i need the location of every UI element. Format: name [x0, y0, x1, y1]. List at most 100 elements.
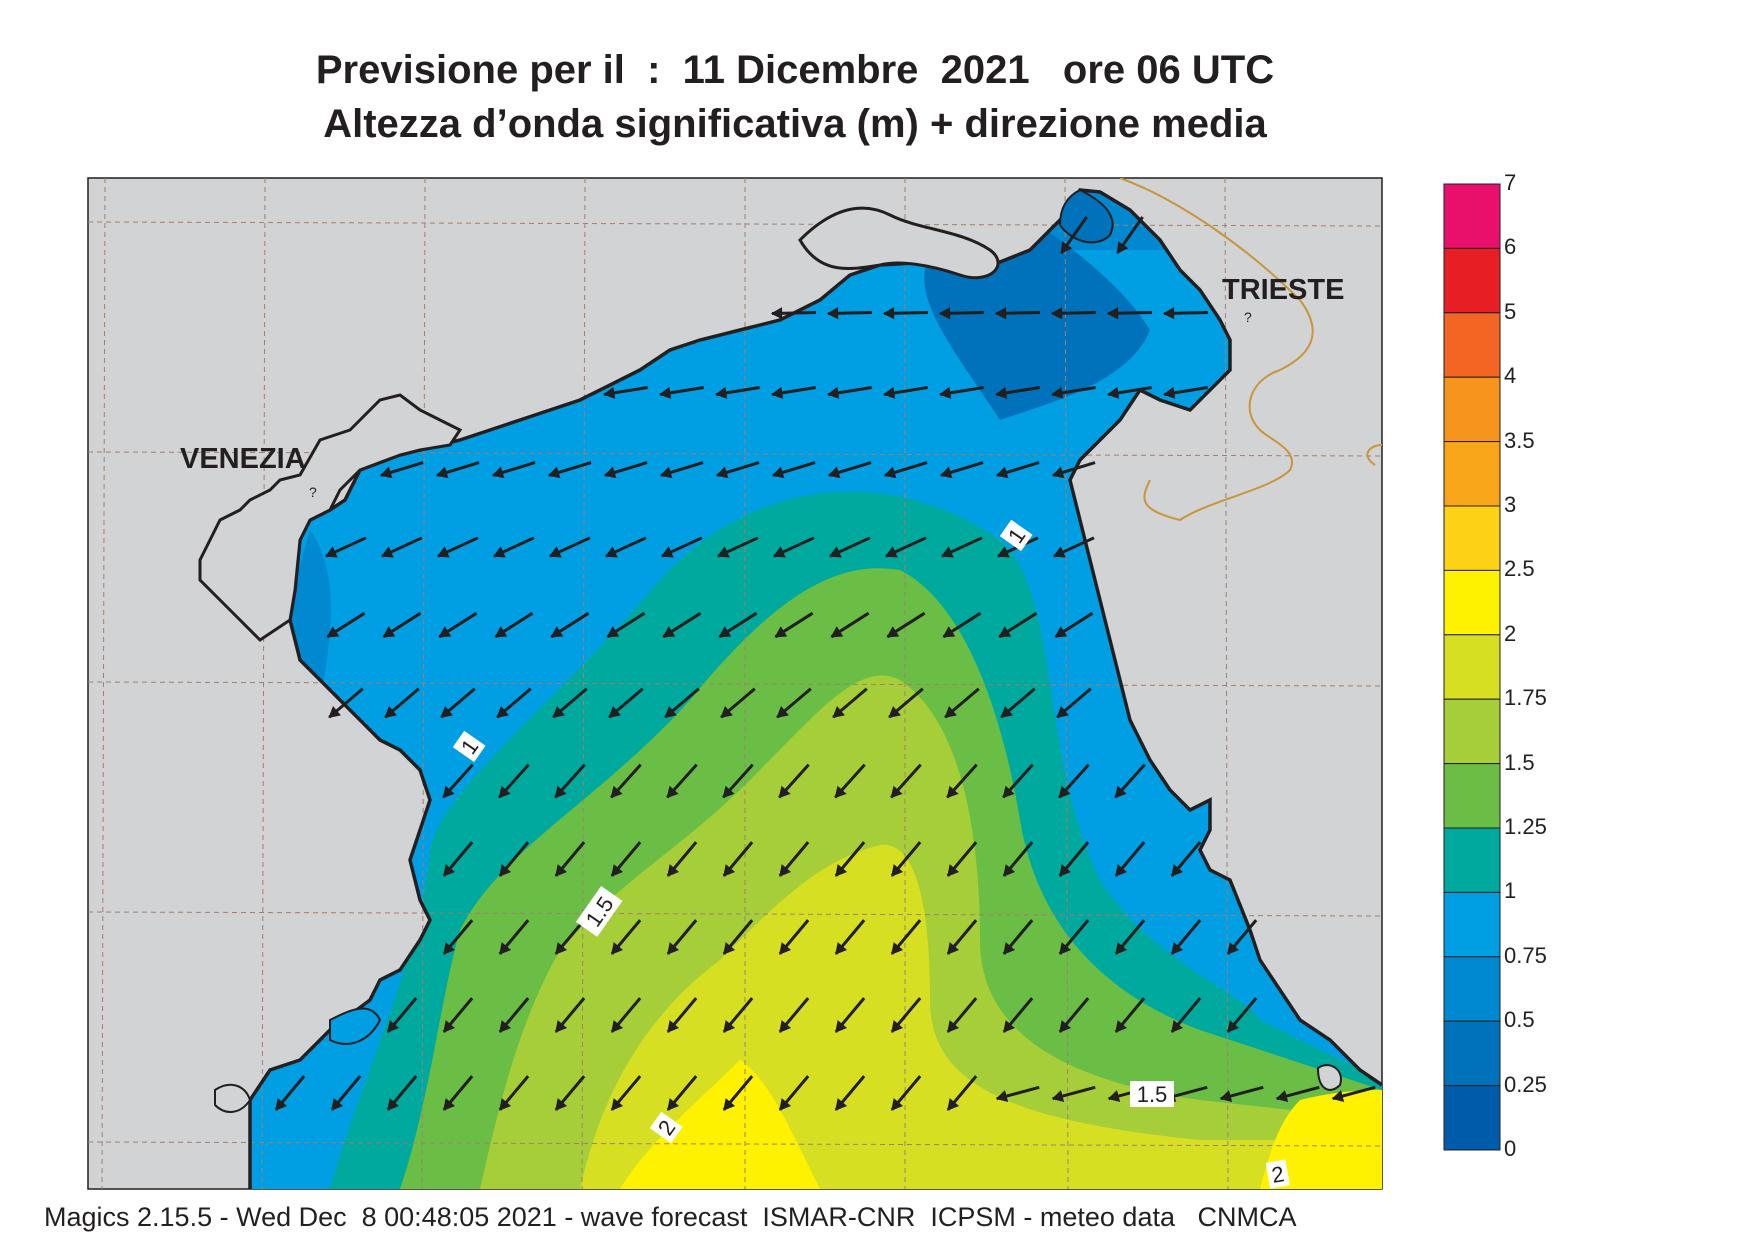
wave-direction-arrowhead-icon	[1058, 785, 1071, 799]
wave-direction-arrowhead-icon	[438, 626, 452, 638]
wave-direction-arrowhead-icon	[325, 546, 338, 558]
legend-swatch	[1443, 247, 1501, 314]
legend-label: 1.75	[1504, 685, 1547, 711]
wave-direction-arrowhead-icon	[947, 1020, 960, 1033]
legend-swatch	[1443, 891, 1501, 958]
wave-direction-arrowhead-icon	[661, 546, 674, 558]
wave-direction-arrowhead-icon	[493, 546, 506, 558]
wave-direction-arrowhead-icon	[885, 546, 898, 558]
wave-direction-arrowhead-icon	[498, 785, 511, 799]
wave-direction-arrowhead-icon	[1107, 1090, 1121, 1102]
wave-direction-arrowhead-icon	[1002, 785, 1015, 799]
wave-direction-arrowhead-icon	[1059, 864, 1072, 877]
wave-direction-arrowhead-icon	[1219, 1090, 1233, 1102]
wave-direction-arrowhead-icon	[1054, 626, 1068, 638]
wave-direction-arrowhead-icon	[939, 466, 953, 479]
wave-direction-arrowhead-icon	[547, 466, 561, 479]
legend-swatch	[1443, 634, 1501, 700]
wave-direction-arrowhead-icon	[499, 864, 512, 877]
legend-swatch	[1443, 827, 1501, 893]
legend-label: 5	[1504, 298, 1517, 324]
wave-direction-arrowhead-icon	[715, 466, 729, 479]
wave-direction-arrowhead-icon	[550, 626, 564, 638]
wave-direction-arrowhead-icon	[891, 942, 904, 955]
legend-swatch	[1443, 312, 1501, 378]
wave-direction-arrowhead-icon	[998, 626, 1012, 638]
wave-direction-arrowhead-icon	[835, 864, 848, 877]
wave-direction-arrowhead-icon	[1115, 864, 1128, 877]
wave-direction-arrowhead-icon	[608, 705, 621, 718]
wave-direction-arrowhead-icon	[829, 546, 842, 558]
wave-direction-arrowhead-icon	[379, 466, 393, 479]
legend-label: 2	[1504, 620, 1517, 646]
wave-direction-arrowhead-icon	[1051, 386, 1064, 399]
legend-label: 1.5	[1504, 749, 1535, 775]
wave-direction-arrowhead-icon	[774, 626, 788, 638]
wave-direction-arrowhead-icon	[491, 466, 505, 479]
wave-direction-arrowhead-icon	[779, 1020, 792, 1033]
wave-direction-arrowhead-icon	[384, 705, 397, 718]
wave-direction-arrowhead-icon	[832, 705, 845, 718]
wave-direction-arrowhead-icon	[1163, 386, 1176, 399]
wave-direction-arrowhead-icon	[827, 386, 840, 399]
wave-direction-arrowhead-icon	[611, 1098, 624, 1111]
wave-direction-arrowhead-icon	[994, 307, 1007, 320]
wave-direction-arrowhead-icon	[835, 942, 848, 955]
wave-direction-arrowhead-icon	[496, 705, 509, 718]
wave-direction-arrowhead-icon	[1056, 705, 1069, 718]
contour-label-2b: 2	[1270, 1161, 1286, 1188]
legend-swatch	[1443, 376, 1501, 443]
legend-swatch	[1443, 1020, 1501, 1087]
wave-direction-arrowhead-icon	[331, 1098, 344, 1111]
wave-direction-arrowhead-icon	[666, 785, 679, 799]
wave-direction-arrowhead-icon	[826, 307, 839, 320]
wave-direction-arrowhead-icon	[611, 1020, 624, 1033]
wave-direction-arrowhead-icon	[891, 1098, 904, 1111]
wave-direction-arrowhead-icon	[381, 546, 394, 558]
country-border	[1119, 178, 1314, 522]
legend-label: 0.5	[1504, 1007, 1535, 1033]
wave-direction-arrowhead-icon	[1171, 1020, 1184, 1033]
venice-lagoon	[198, 393, 463, 642]
legend-label: 2.5	[1504, 556, 1535, 582]
marano-lagoon	[798, 206, 1000, 280]
wave-direction-arrowhead-icon	[605, 546, 618, 558]
wave-direction-arrowhead-icon	[835, 1020, 848, 1033]
wave-direction-arrowhead-icon	[947, 1098, 960, 1111]
wave-direction-arrowhead-icon	[995, 466, 1009, 479]
wave-direction-arrowhead-icon	[944, 705, 957, 718]
wave-direction-arrowhead-icon	[387, 1098, 400, 1111]
wave-direction-arrowhead-icon	[938, 307, 951, 320]
wave-direction-arrowhead-icon	[1115, 942, 1128, 955]
color-legend	[1443, 183, 1501, 1151]
wave-direction-arrowhead-icon	[667, 1020, 680, 1033]
wave-direction-arrowhead-icon	[779, 942, 792, 955]
wave-direction-arrowhead-icon	[1331, 1090, 1345, 1102]
legend-label: 6	[1504, 234, 1517, 260]
wave-direction-arrowhead-icon	[1162, 307, 1175, 320]
wave-direction-arrowhead-icon	[722, 785, 735, 799]
wave-direction-arrowhead-icon	[328, 705, 341, 718]
wave-direction-arrowhead-icon	[1171, 942, 1184, 955]
wave-direction-arrowhead-icon	[667, 1098, 680, 1111]
wave-direction-arrowhead-icon	[603, 386, 616, 399]
wave-direction-arrowhead-icon	[667, 864, 680, 877]
wave-direction-arrowhead-icon	[947, 864, 960, 877]
wave-direction-arrowhead-icon	[555, 942, 568, 955]
wave-direction-arrowhead-icon	[888, 705, 901, 718]
contour-label-15b: 1.5	[1137, 1082, 1168, 1107]
wave-direction-arrowhead-icon	[946, 785, 959, 799]
wave-direction-arrowhead-icon	[717, 546, 730, 558]
wave-direction-arrowhead-icon	[883, 466, 897, 479]
legend-swatch	[1443, 1085, 1501, 1151]
legend-label: 1.25	[1504, 814, 1547, 839]
wave-direction-arrowhead-icon	[435, 466, 449, 479]
wave-direction-arrowhead-icon	[827, 466, 841, 479]
legend-label: 1	[1504, 878, 1517, 904]
wave-direction-arrowhead-icon	[552, 705, 565, 718]
footer-credits: Magics 2.15.5 - Wed Dec 8 00:48:05 2021 …	[44, 1202, 1297, 1232]
chart-title-line-2: Altezza d’onda significativa (m) + direz…	[323, 102, 1267, 146]
wave-direction-arrowhead-icon	[715, 386, 728, 399]
wave-direction-arrowhead-icon	[1059, 1020, 1072, 1033]
